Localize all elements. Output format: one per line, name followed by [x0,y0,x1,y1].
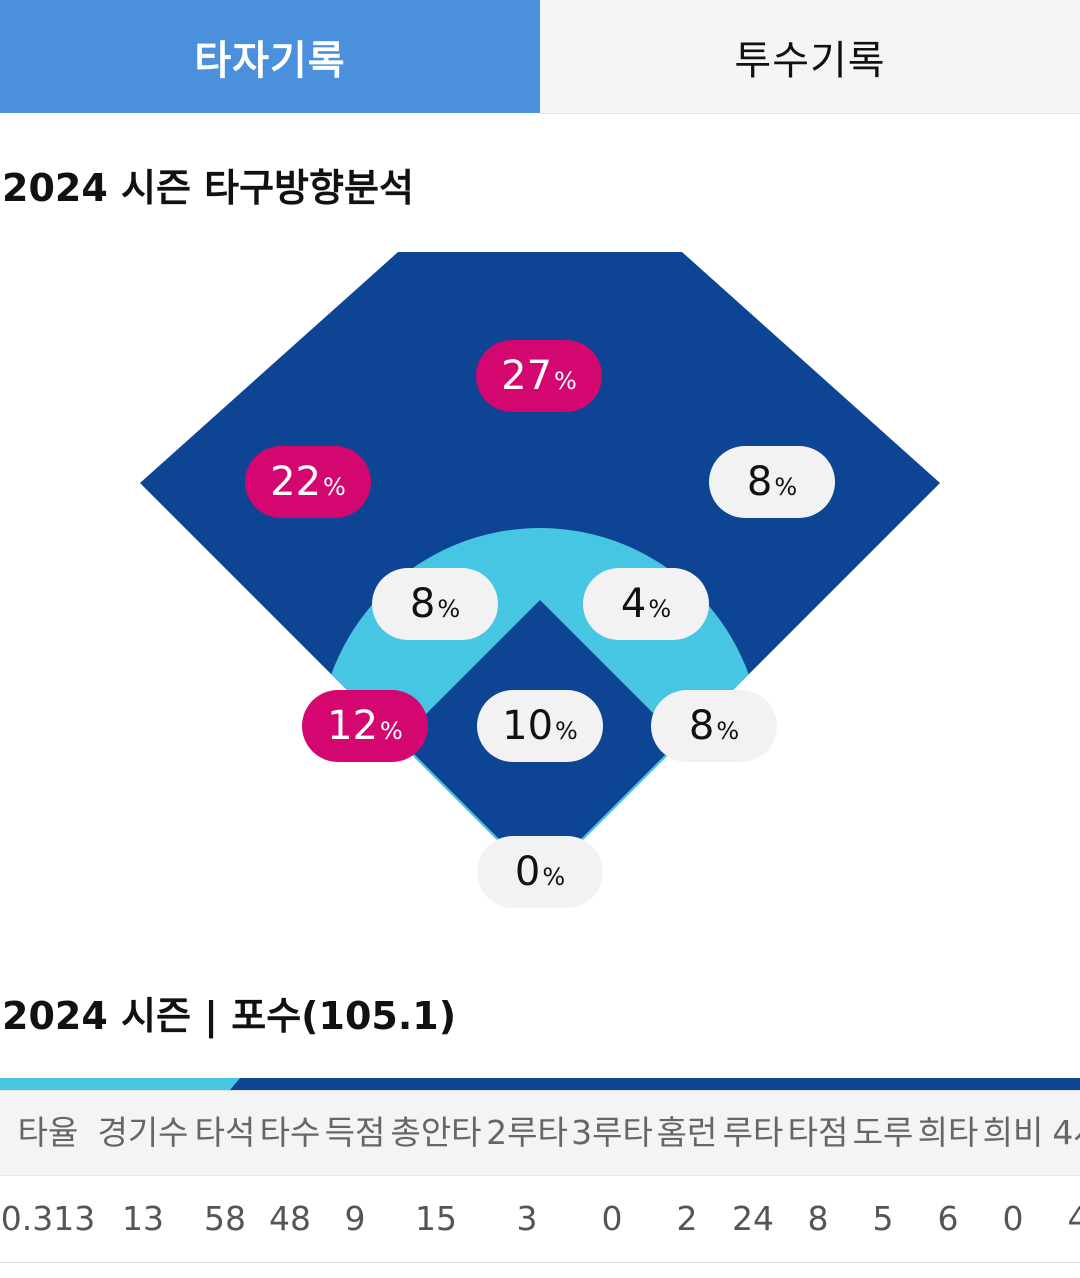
header-cell: 타수 [259,1113,321,1152]
season-stats-title: 2024 시즌 | 포수(105.1) [2,994,457,1038]
zone-value: 27 [501,353,553,399]
zone-right-field: 8% [709,446,835,518]
header-cell: 희비 [982,1113,1044,1152]
table-row: 0.313 13 58 48 9 15 3 0 2 24 8 5 6 0 4 [0,1175,1080,1263]
zone-value: 0 [514,849,541,895]
stats-header-row: 타율 경기수 타석 타수 득점 총안타 2루타 3루타 홈런 루타 타점 도루 … [0,1090,1080,1175]
tab-pitcher-record[interactable]: 투수기록 [540,0,1080,114]
record-tabs: 타자기록 투수기록 [0,0,1080,114]
value-cell: 0.313 [0,1199,96,1238]
header-cell: 희타 [917,1113,979,1152]
zone-value: 22 [270,459,322,505]
zone-second-base: 4% [583,568,709,640]
header-cell: 홈런 [656,1113,718,1152]
stats-bar-accent [0,1078,240,1090]
header-cell: 4사 [1052,1113,1080,1152]
stats-bar-main [230,1078,1080,1090]
value-cell: 15 [415,1199,457,1238]
zone-catcher: 0% [477,836,603,908]
percent-unit: % [716,717,740,745]
spray-chart-title: 2024 시즌 타구방향분석 [2,166,414,210]
value-cell: 13 [122,1199,164,1238]
zone-left-field: 22% [245,446,371,518]
zone-value: 8 [409,581,436,627]
value-cell: 6 [937,1199,959,1238]
season-stats-table[interactable]: 타율 경기수 타석 타수 득점 총안타 2루타 3루타 홈런 루타 타점 도루 … [0,1090,1080,1263]
percent-unit: % [554,367,577,395]
value-cell: 9 [344,1199,366,1238]
header-cell: 루타 [722,1113,784,1152]
header-cell: 도루 [852,1113,914,1152]
percent-unit: % [774,473,798,501]
value-cell: 58 [204,1199,246,1238]
value-cell: 8 [807,1199,829,1238]
value-cell: 3 [516,1199,538,1238]
value-cell: 4 [1067,1199,1080,1238]
header-cell: 타율 [17,1113,79,1152]
value-cell: 0 [1002,1199,1024,1238]
value-cell: 48 [269,1199,311,1238]
value-cell: 24 [732,1199,774,1238]
zone-value: 8 [688,703,715,749]
tab-batter-record[interactable]: 타자기록 [0,0,540,113]
zone-third-base: 12% [302,690,428,762]
header-cell: 타점 [787,1113,849,1152]
zone-first-base: 8% [651,690,777,762]
header-cell: 득점 [324,1113,386,1152]
zone-pitcher: 10% [477,690,603,762]
value-cell: 0 [601,1199,623,1238]
zone-value: 12 [327,703,379,749]
percent-unit: % [323,473,346,501]
percent-unit: % [555,717,578,745]
header-cell: 2루타 [486,1113,568,1152]
zone-value: 4 [620,581,647,627]
stats-header-bar [0,1078,1080,1090]
value-cell: 2 [676,1199,698,1238]
percent-unit: % [648,595,672,623]
zone-value: 8 [746,459,773,505]
percent-unit: % [437,595,461,623]
zone-shortstop: 8% [372,568,498,640]
header-cell: 3루타 [571,1113,653,1152]
percent-unit: % [380,717,403,745]
percent-unit: % [542,863,566,891]
header-cell: 총안타 [390,1113,482,1152]
zone-center-field: 27% [476,340,602,412]
value-cell: 5 [872,1199,894,1238]
header-cell: 타석 [194,1113,256,1152]
zone-value: 10 [502,703,554,749]
header-cell: 경기수 [97,1113,189,1152]
